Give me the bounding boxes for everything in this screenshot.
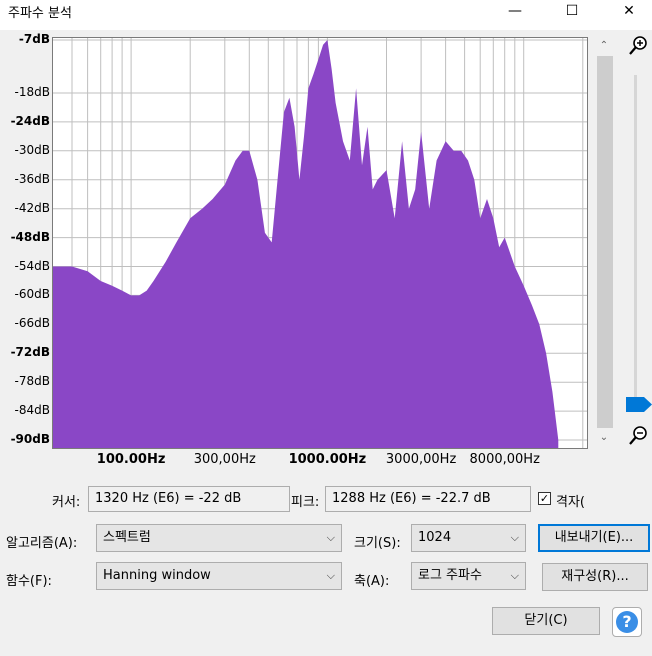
algorithm-label: 알고리즘(A): [6, 536, 78, 551]
function-select[interactable]: Hanning window ⌵ [96, 562, 342, 590]
chevron-down-icon: ⌵ [510, 569, 519, 582]
scroll-down-arrow[interactable]: ⌄ [599, 432, 609, 443]
chevron-down-icon: ⌵ [326, 531, 335, 544]
close-button[interactable]: 닫기(C) [492, 607, 600, 635]
spectrum-plot[interactable] [52, 37, 588, 449]
chevron-down-icon: ⌵ [326, 569, 335, 582]
spectrum-area [53, 40, 559, 448]
scroll-up-arrow[interactable]: ⌃ [599, 40, 609, 51]
x-tick-label: 3000,00Hz [385, 452, 457, 467]
window-title: 주파수 분석 [8, 6, 72, 21]
y-tick-label: -72dB [10, 345, 50, 360]
spectrum-chart [53, 38, 587, 448]
size-label: 크기(S): [354, 536, 401, 551]
x-tick-label: 100.00Hz [96, 452, 166, 467]
y-tick-label: -18dB [14, 85, 50, 99]
y-tick-label: -78dB [14, 374, 50, 389]
axis-label: 축(A): [354, 574, 390, 589]
chevron-down-icon: ⌵ [510, 531, 519, 544]
x-tick-label: 1000.00Hz [288, 452, 367, 467]
maximize-button[interactable]: ☐ [565, 3, 579, 19]
x-tick-label: 8000,00Hz [469, 452, 540, 467]
y-tick-label: -84dB [14, 403, 50, 418]
size-select[interactable]: 1024 ⌵ [411, 524, 526, 552]
y-tick-label: -24dB [10, 113, 50, 128]
algorithm-select[interactable]: 스펙트럼 ⌵ [96, 524, 342, 552]
zoom-slider-track[interactable] [634, 75, 637, 405]
algorithm-select-value: 스펙트럼 [103, 530, 151, 545]
y-tick-label: -48dB [10, 229, 50, 244]
zoom-slider-thumb[interactable] [626, 397, 652, 412]
replot-button[interactable]: 재구성(R)... [542, 563, 648, 591]
y-tick-label: -66dB [14, 316, 50, 331]
function-label: 함수(F): [6, 574, 52, 589]
x-tick-label: 300,00Hz [193, 452, 256, 467]
y-tick-label: -7dB [18, 32, 50, 46]
cursor-label: 커서: [52, 495, 81, 510]
peak-value-field: 1288 Hz (E6) = -22.7 dB [325, 486, 531, 512]
scrollbar-thumb[interactable] [597, 56, 613, 428]
title-bar [0, 0, 652, 30]
y-tick-label: -60dB [14, 287, 50, 302]
size-select-value: 1024 [418, 530, 452, 545]
grid-checkbox-label: 격자( [556, 495, 585, 510]
export-button[interactable]: 내보내기(E)... [538, 524, 650, 552]
y-tick-label: -36dB [14, 171, 50, 186]
help-button[interactable]: ? [612, 607, 642, 637]
close-window-button[interactable]: ✕ [623, 3, 635, 19]
axis-select[interactable]: 로그 주파수 ⌵ [411, 562, 526, 590]
minimize-button[interactable]: — [508, 3, 522, 19]
help-icon: ? [616, 611, 638, 633]
y-tick-label: -54dB [14, 258, 50, 273]
y-tick-label: -30dB [14, 142, 50, 157]
cursor-value-field: 1320 Hz (E6) = -22 dB [88, 486, 290, 512]
y-tick-label: -42dB [14, 200, 50, 215]
y-tick-label: -90dB [10, 432, 50, 446]
axis-select-value: 로그 주파수 [418, 568, 482, 583]
zoom-in-icon[interactable] [628, 34, 650, 56]
zoom-out-icon[interactable] [628, 424, 650, 446]
grid-checkbox[interactable]: ✓ [538, 492, 551, 505]
peak-label: 피크: [291, 495, 320, 510]
function-select-value: Hanning window [103, 568, 211, 583]
